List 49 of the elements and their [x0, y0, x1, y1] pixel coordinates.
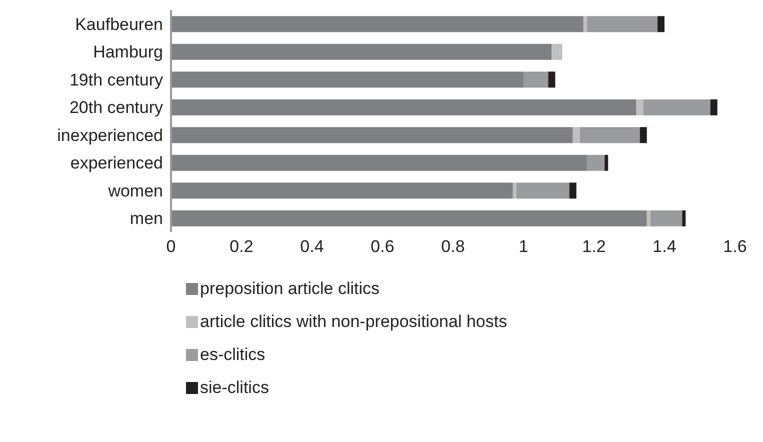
- bar: [572, 127, 580, 144]
- x-tick-label: 0: [166, 237, 176, 256]
- bar: [636, 99, 644, 116]
- bar: [604, 154, 608, 171]
- bar: [171, 210, 647, 226]
- bar: [569, 182, 576, 199]
- y-tick-label: 19th century: [69, 70, 164, 90]
- bar: [171, 72, 524, 88]
- bar: [552, 44, 562, 60]
- y-tick-label: Hamburg: [93, 42, 163, 62]
- legend-label: article clitics with non-prepositional hosts: [200, 312, 508, 332]
- y-tick-label: women: [107, 181, 163, 200]
- bar: [171, 16, 584, 32]
- bar: [710, 99, 718, 116]
- bar: [682, 210, 686, 226]
- x-tick-label: 1.4: [652, 237, 676, 256]
- x-tick-label: 0.2: [230, 237, 254, 256]
- y-tick-label: Kaufbeuren: [75, 14, 163, 34]
- legend-label: preposition article clitics: [200, 278, 380, 298]
- legend-label: es-clitics: [200, 344, 266, 364]
- bar: [516, 182, 570, 199]
- bar: [580, 127, 640, 144]
- bar: [171, 127, 573, 144]
- x-tick-label: 1.2: [582, 237, 606, 256]
- y-tick-label: inexperienced: [57, 126, 163, 145]
- legend-label: sie-clitics: [200, 378, 269, 398]
- bar: [524, 72, 548, 88]
- x-tick-label: 1: [518, 237, 528, 256]
- y-tick-label: men: [130, 209, 163, 228]
- bar: [657, 16, 664, 32]
- x-tick-label: 0.4: [300, 237, 324, 256]
- bar: [640, 127, 647, 144]
- bar: [650, 210, 682, 226]
- bar: [548, 72, 556, 88]
- y-tick-label: 20th century: [69, 98, 164, 118]
- x-tick-label: 1.6: [723, 237, 747, 256]
- x-tick-label: 0.6: [370, 237, 394, 256]
- bar: [171, 182, 513, 199]
- bar: [586, 154, 605, 171]
- bar: [171, 44, 552, 60]
- bar: [171, 99, 636, 116]
- bar: [646, 210, 650, 226]
- bar: [512, 182, 516, 199]
- x-tick-label: 0.8: [441, 237, 465, 256]
- bar: [586, 16, 658, 32]
- y-tick-label: experienced: [70, 154, 163, 173]
- bar: [171, 154, 587, 171]
- bar: [643, 99, 710, 116]
- bar: [583, 16, 587, 32]
